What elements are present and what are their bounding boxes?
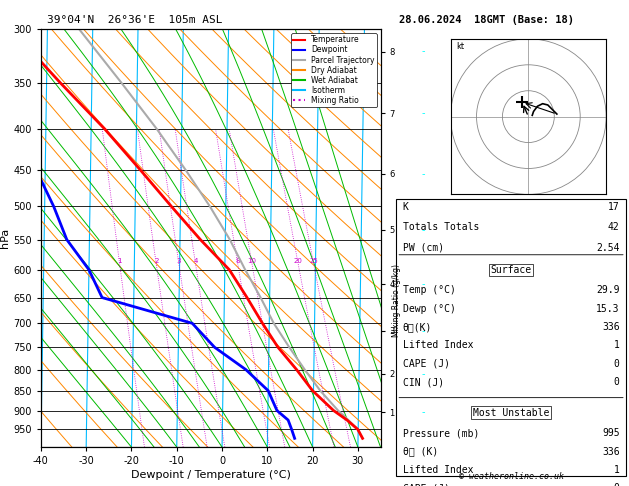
Text: -: -: [421, 407, 425, 417]
Text: Mixing Ratio (g/kg): Mixing Ratio (g/kg): [392, 264, 401, 337]
Text: -: -: [421, 369, 425, 379]
Text: Dewp (°C): Dewp (°C): [403, 304, 455, 314]
Text: CAPE (J): CAPE (J): [403, 359, 450, 369]
Y-axis label: km
ASL: km ASL: [398, 238, 413, 258]
Text: 28.06.2024  18GMT (Base: 18): 28.06.2024 18GMT (Base: 18): [399, 15, 574, 25]
Text: 25: 25: [309, 258, 318, 264]
Text: 0: 0: [614, 359, 620, 369]
Text: Lifted Index: Lifted Index: [403, 465, 473, 475]
Text: 3: 3: [177, 258, 181, 264]
Text: 336: 336: [602, 447, 620, 457]
Text: 4: 4: [193, 258, 198, 264]
Text: 29.9: 29.9: [596, 285, 620, 295]
Text: Surface: Surface: [491, 265, 532, 275]
Text: θᴇ(K): θᴇ(K): [403, 322, 432, 332]
Text: 17: 17: [608, 202, 620, 212]
Text: Totals Totals: Totals Totals: [403, 222, 479, 232]
Text: 1: 1: [614, 341, 620, 350]
Text: -: -: [421, 169, 425, 179]
Text: 336: 336: [602, 322, 620, 332]
Text: θᴇ (K): θᴇ (K): [403, 447, 438, 457]
Text: 0: 0: [614, 377, 620, 387]
Legend: Temperature, Dewpoint, Parcel Trajectory, Dry Adiabat, Wet Adiabat, Isotherm, Mi: Temperature, Dewpoint, Parcel Trajectory…: [291, 33, 377, 107]
Y-axis label: hPa: hPa: [1, 228, 11, 248]
Text: Temp (°C): Temp (°C): [403, 285, 455, 295]
Text: Pressure (mb): Pressure (mb): [403, 428, 479, 438]
Text: -: -: [421, 225, 425, 235]
Text: Lifted Index: Lifted Index: [403, 341, 473, 350]
Text: LCL: LCL: [398, 374, 411, 383]
Text: 0: 0: [614, 484, 620, 486]
Text: CIN (J): CIN (J): [403, 377, 443, 387]
Text: 2: 2: [154, 258, 159, 264]
Text: -: -: [421, 279, 425, 289]
Text: 20: 20: [294, 258, 303, 264]
Text: 1: 1: [614, 465, 620, 475]
Text: 995: 995: [602, 428, 620, 438]
Text: 42: 42: [608, 222, 620, 232]
X-axis label: Dewpoint / Temperature (°C): Dewpoint / Temperature (°C): [131, 470, 291, 480]
Text: 1: 1: [118, 258, 122, 264]
Text: © weatheronline.co.uk: © weatheronline.co.uk: [459, 472, 564, 481]
Text: -: -: [421, 47, 425, 56]
Text: Most Unstable: Most Unstable: [473, 408, 549, 418]
Text: 8: 8: [235, 258, 240, 264]
Text: kt: kt: [456, 42, 464, 51]
Text: 10: 10: [247, 258, 257, 264]
Text: 2.54: 2.54: [596, 243, 620, 253]
Text: K: K: [403, 202, 408, 212]
Text: 39°04'N  26°36'E  105m ASL: 39°04'N 26°36'E 105m ASL: [47, 15, 223, 25]
Text: -: -: [421, 108, 425, 118]
Text: 15.3: 15.3: [596, 304, 620, 314]
Text: CAPE (J): CAPE (J): [403, 484, 450, 486]
Text: -: -: [421, 326, 425, 336]
Text: PW (cm): PW (cm): [403, 243, 443, 253]
